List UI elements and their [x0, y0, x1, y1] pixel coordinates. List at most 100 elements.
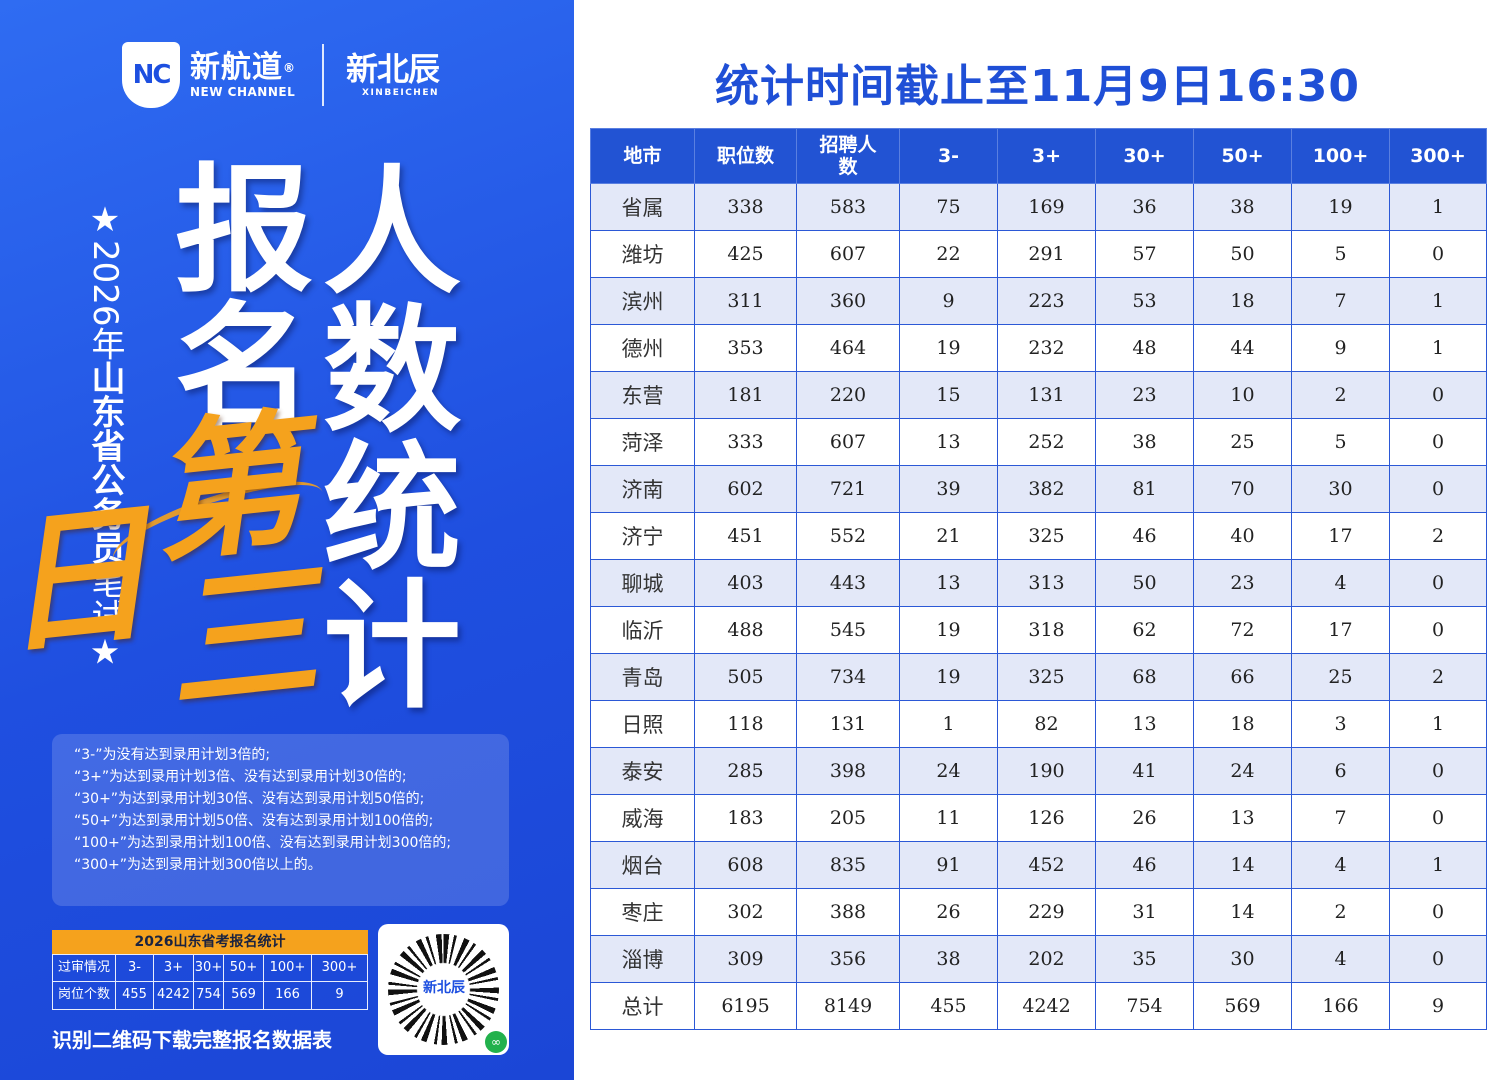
value-cell: 66	[1193, 653, 1292, 701]
table-row: 滨州 311 360 9 223 53 18 7 1	[590, 277, 1487, 325]
value-cell: 425	[694, 230, 797, 278]
value-cell: 464	[796, 324, 900, 372]
value-cell: 552	[796, 512, 900, 560]
value-cell: 26	[1095, 794, 1194, 842]
value-cell: 131	[796, 700, 900, 748]
value-cell: 19	[1291, 183, 1390, 231]
summary-header-cell: 30+	[194, 954, 224, 982]
value-cell: 4	[1291, 935, 1390, 983]
value-cell: 23	[1095, 371, 1194, 419]
value-cell: 202	[997, 935, 1096, 983]
value-cell: 26	[899, 888, 998, 936]
city-cell: 济南	[590, 465, 695, 513]
city-cell: 潍坊	[590, 230, 695, 278]
summary-value-row: 岗位个数 455 4242 754 569 166 9	[52, 982, 368, 1010]
table-header-row: 地市 职位数 招聘人数 3- 3+ 30+ 50+ 100+ 300+	[590, 128, 1487, 184]
stat-time-title: 统计时间截止至11月9日16:30	[715, 61, 1360, 112]
value-cell: 68	[1095, 653, 1194, 701]
exam-subtitle: ★2026年山东省公务员笔试★	[82, 200, 128, 673]
value-cell: 81	[1095, 465, 1194, 513]
value-cell: 5	[1291, 230, 1390, 278]
value-cell: 166	[1291, 982, 1390, 1030]
legend-line: “30+”为达到录用计划30倍、没有达到录用计划50倍的;	[74, 791, 425, 807]
qr-center-logo: 新北辰	[423, 980, 465, 996]
value-cell: 19	[899, 653, 998, 701]
summary-row-label: 岗位个数	[52, 982, 116, 1010]
legend-line: “3+”为达到录用计划3倍、没有达到录用计划30倍的;	[74, 769, 407, 785]
value-cell: 205	[796, 794, 900, 842]
value-cell: 1	[899, 700, 998, 748]
value-cell: 4	[1291, 559, 1390, 607]
table-row: 威海 183 205 11 126 26 13 7 0	[590, 794, 1487, 842]
legend-box: “3-”为没有达到录用计划3倍的; “3+”为达到录用计划3倍、没有达到录用计划…	[52, 734, 509, 906]
value-cell: 252	[997, 418, 1096, 466]
city-cell: 滨州	[590, 277, 695, 325]
brand-name-cn: 新航道	[190, 50, 283, 85]
city-cell: 菏泽	[590, 418, 695, 466]
value-cell: 455	[899, 982, 998, 1030]
value-cell: 75	[899, 183, 998, 231]
value-cell: 181	[694, 371, 797, 419]
table-row: 省属 338 583 75 169 36 38 19 1	[590, 183, 1487, 231]
brand-name-en: NEW CHANNEL	[190, 85, 296, 99]
value-cell: 38	[1095, 418, 1194, 466]
value-cell: 5	[1291, 418, 1390, 466]
value-cell: 190	[997, 747, 1096, 795]
city-cell: 省属	[590, 183, 695, 231]
value-cell: 602	[694, 465, 797, 513]
value-cell: 13	[899, 559, 998, 607]
value-cell: 9	[899, 277, 998, 325]
table-row: 日照 118 131 1 82 13 18 3 1	[590, 700, 1487, 748]
value-cell: 62	[1095, 606, 1194, 654]
summary-header-cell: 3-	[116, 954, 154, 982]
city-cell: 东营	[590, 371, 695, 419]
wechat-mini-program-icon: ∞	[485, 1031, 507, 1053]
headline-right-column: 人数统计	[299, 159, 460, 711]
value-cell: 7	[1291, 794, 1390, 842]
value-cell: 333	[694, 418, 797, 466]
column-header: 职位数	[694, 128, 797, 184]
value-cell: 126	[997, 794, 1096, 842]
city-cell: 泰安	[590, 747, 695, 795]
value-cell: 0	[1389, 465, 1487, 513]
value-cell: 0	[1389, 747, 1487, 795]
value-cell: 14	[1193, 888, 1292, 936]
qr-code[interactable]: 新北辰 ∞	[378, 924, 509, 1055]
value-cell: 18	[1193, 277, 1292, 325]
value-cell: 1	[1389, 324, 1487, 372]
value-cell: 44	[1193, 324, 1292, 372]
value-cell: 835	[796, 841, 900, 889]
value-cell: 21	[899, 512, 998, 560]
new-channel-brand: 新航道® NEW CHANNEL	[190, 50, 296, 100]
value-cell: 1	[1389, 277, 1487, 325]
table-row: 德州 353 464 19 232 48 44 9 1	[590, 324, 1487, 372]
summary-header-cell: 过审情况	[52, 954, 116, 982]
value-cell: 18	[1193, 700, 1292, 748]
value-cell: 8149	[796, 982, 900, 1030]
value-cell: 6195	[694, 982, 797, 1030]
column-header: 300+	[1389, 128, 1487, 184]
summary-value-cell: 754	[194, 982, 224, 1010]
value-cell: 223	[997, 277, 1096, 325]
partner-name-en: XINBEICHEN	[362, 88, 440, 98]
value-cell: 131	[997, 371, 1096, 419]
value-cell: 285	[694, 747, 797, 795]
value-cell: 10	[1193, 371, 1292, 419]
value-cell: 7	[1291, 277, 1390, 325]
summary-value-cell: 455	[116, 982, 154, 1010]
value-cell: 25	[1193, 418, 1292, 466]
value-cell: 0	[1389, 371, 1487, 419]
summary-header-cell: 300+	[312, 954, 368, 982]
nc-logo-icon: NC	[122, 42, 180, 108]
value-cell: 13	[1193, 794, 1292, 842]
value-cell: 17	[1291, 606, 1390, 654]
table-row: 潍坊 425 607 22 291 57 50 5 0	[590, 230, 1487, 278]
value-cell: 291	[997, 230, 1096, 278]
value-cell: 183	[694, 794, 797, 842]
value-cell: 388	[796, 888, 900, 936]
value-cell: 338	[694, 183, 797, 231]
summary-header-cell: 50+	[224, 954, 264, 982]
value-cell: 36	[1095, 183, 1194, 231]
value-cell: 382	[997, 465, 1096, 513]
value-cell: 313	[997, 559, 1096, 607]
